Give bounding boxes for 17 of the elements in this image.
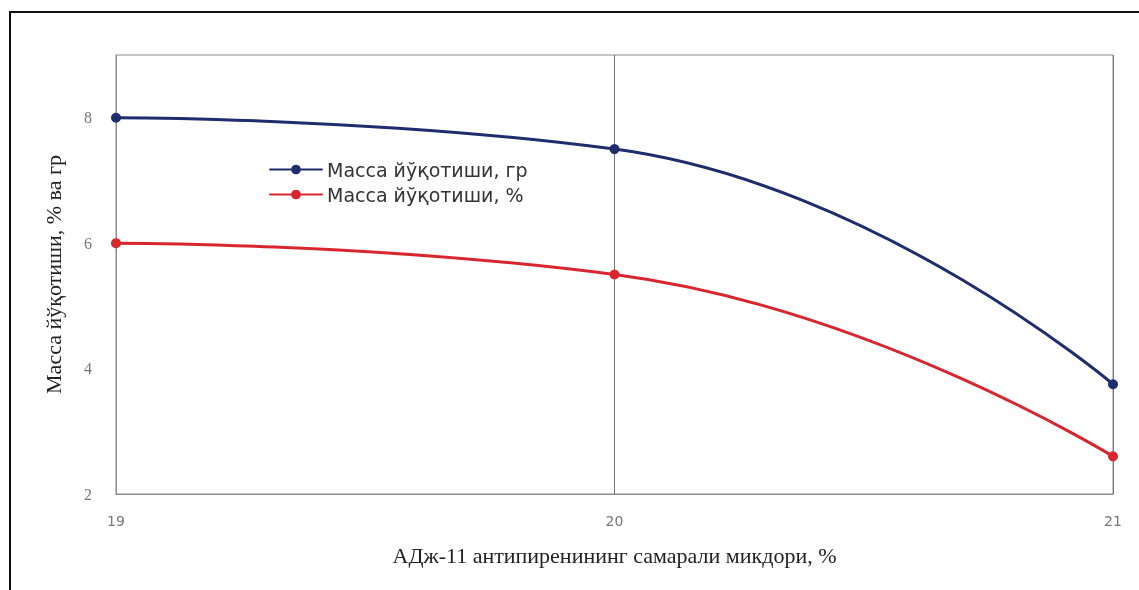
x-tick-label: 19 — [107, 513, 125, 529]
legend-label: Масса йўқотиши, % — [327, 183, 524, 206]
y-axis-title: Масса йўқотиши, % ва гр — [40, 155, 66, 394]
point — [609, 144, 620, 155]
point — [1108, 379, 1118, 390]
point — [111, 238, 121, 249]
legend-label: Масса йўқотиши, гр — [327, 158, 528, 181]
point — [609, 269, 620, 280]
point — [1108, 451, 1118, 462]
y-tick-label: 2 — [84, 485, 92, 503]
y-tick-label: 8 — [84, 109, 92, 127]
x-axis-title: АДж-11 антипиренининг самарали микдори, % — [392, 542, 837, 568]
x-tick-label: 21 — [1104, 513, 1122, 529]
y-tick-label: 4 — [84, 360, 92, 378]
x-tick-label: 20 — [605, 513, 624, 529]
y-tick-label: 6 — [84, 234, 92, 252]
point — [111, 112, 121, 123]
